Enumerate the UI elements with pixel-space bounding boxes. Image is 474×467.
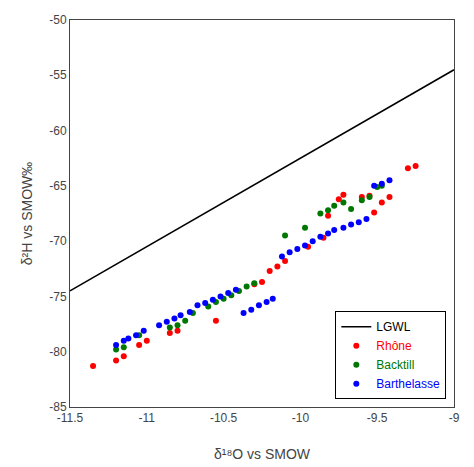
svg-text:-9: -9 [449,411,460,425]
svg-text:-55: -55 [49,68,67,82]
svg-text:Rhône: Rhône [376,339,412,353]
svg-text:-65: -65 [49,179,67,193]
svg-text:-60: -60 [49,124,67,138]
svg-text:LGWL: LGWL [376,320,410,334]
svg-text:-9.5: -9.5 [367,411,388,425]
svg-text:δ¹⁸O vs SMOW: δ¹⁸O vs SMOW [214,446,311,462]
svg-text:Barthelasse: Barthelasse [376,377,440,391]
svg-text:-11.5: -11.5 [57,411,84,425]
svg-text:-75: -75 [49,290,67,304]
svg-text:-85: -85 [49,400,67,414]
svg-text:-70: -70 [49,234,67,248]
svg-text:δ²H vs SMOW‰: δ²H vs SMOW‰ [19,162,35,265]
svg-text:-80: -80 [49,345,67,359]
svg-text:-10: -10 [292,411,310,425]
svg-text:-50: -50 [49,13,67,27]
svg-text:Backtill: Backtill [376,358,414,372]
svg-text:-10.5: -10.5 [210,411,238,425]
svg-text:-11: -11 [139,411,156,425]
